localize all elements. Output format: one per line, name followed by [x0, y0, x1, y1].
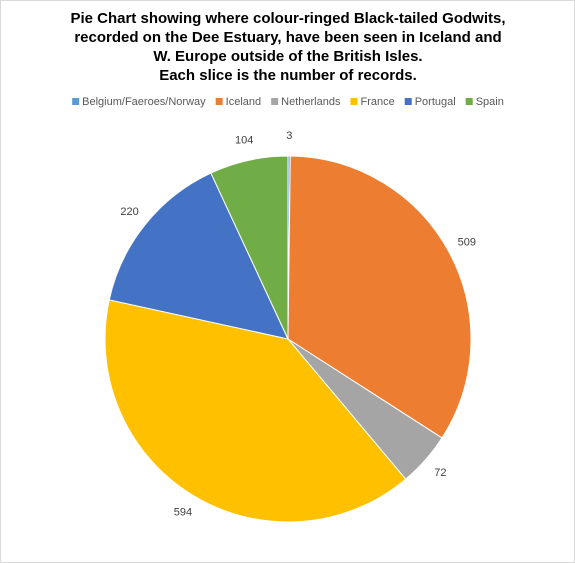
chart-title: recorded on the Dee Estuary, have been s…: [74, 29, 501, 46]
legend-swatch: [465, 98, 473, 105]
legend-label: Portugal: [415, 96, 456, 108]
legend-label: Spain: [476, 96, 504, 108]
pie-slice: [104, 299, 407, 523]
data-label: 104: [235, 135, 253, 147]
legend-swatch: [72, 98, 80, 105]
legend-label: Netherlands: [281, 96, 341, 108]
pie-slice: [287, 155, 472, 439]
data-label: 72: [434, 467, 446, 479]
data-label: 594: [174, 507, 192, 519]
legend-label: Belgium/Faeroes/Norway: [82, 96, 206, 108]
data-label: 3: [286, 130, 292, 142]
pie-slice: [210, 155, 289, 340]
chart-title: Each slice is the number of records.: [159, 67, 417, 84]
legend-swatch: [350, 98, 358, 105]
chart-title: Pie Chart showing where colour-ringed Bl…: [70, 10, 505, 27]
legend-swatch: [404, 98, 412, 105]
legend-label: France: [360, 96, 394, 108]
legend-label: Iceland: [226, 96, 261, 108]
legend-swatch: [271, 98, 279, 105]
data-label: 509: [458, 237, 476, 249]
chart-title: W. Europe outside of the British Isles.: [153, 48, 422, 65]
legend-swatch: [215, 98, 223, 105]
data-label: 220: [120, 206, 138, 218]
pie-slice: [108, 172, 289, 340]
